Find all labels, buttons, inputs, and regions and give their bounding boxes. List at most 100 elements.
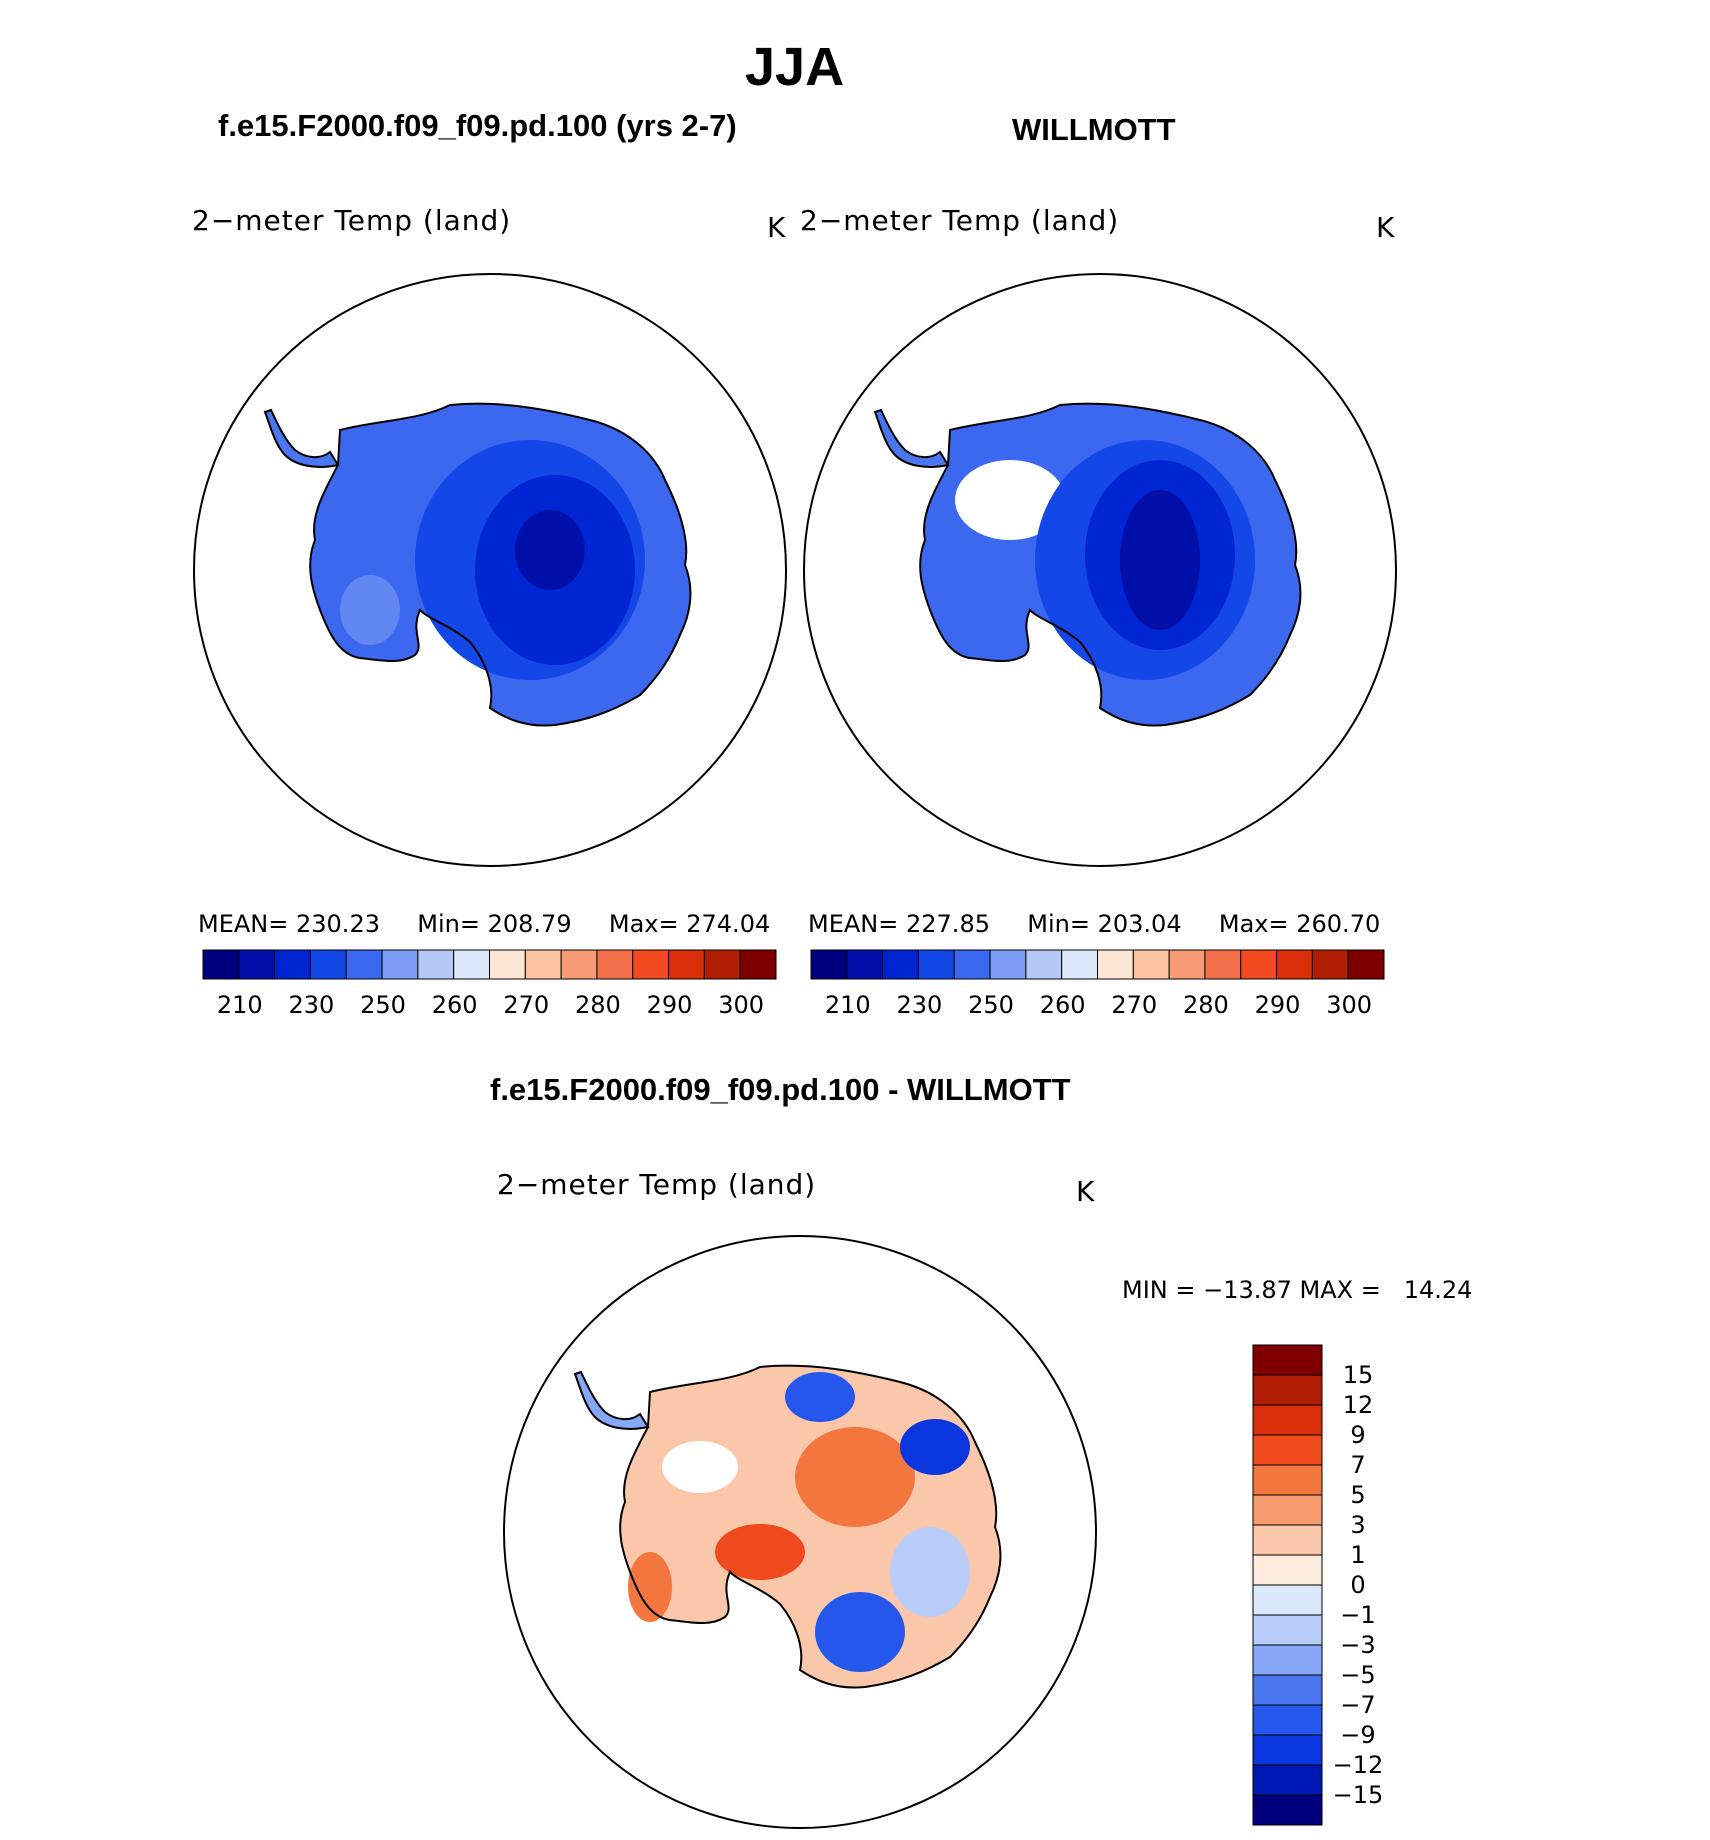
model-colorbar-swatch [524, 949, 562, 980]
model-colorbar-tick-label: 230 [288, 991, 335, 1019]
diff-variable-title: 2−meter Temp (land) [497, 1168, 817, 1201]
obs-colorbar-tick-label: 270 [1111, 991, 1158, 1019]
diff-colorbar-swatch [1252, 1584, 1323, 1616]
obs-colorbar-tick-label: 290 [1254, 991, 1301, 1019]
obs-colorbar-swatch [1276, 949, 1313, 980]
season-title: JJA [745, 37, 845, 97]
obs-colorbar-swatch [810, 949, 848, 980]
model-colorbar-swatch [417, 949, 455, 980]
diff-colorbar-tick-label: 12 [1342, 1391, 1374, 1419]
diff-colorbar-swatch [1252, 1464, 1323, 1496]
obs-colorbar-swatch [846, 949, 884, 980]
model-colorbar-swatch [238, 949, 276, 980]
diff-colorbar-swatch [1252, 1404, 1323, 1436]
obs-colorbar-tick-label: 210 [824, 991, 871, 1019]
model-colorbar-tick-label: 290 [646, 991, 693, 1019]
model-mean-label: MEAN= [198, 910, 289, 938]
diff-colorbar-tick-label: 0 [1350, 1571, 1366, 1599]
obs-mean-label: MEAN= [808, 910, 899, 938]
diff-warm-coast [715, 1524, 805, 1580]
obs-units-label: K [1376, 211, 1395, 244]
obs-variable-title: 2−meter Temp (land) [800, 204, 1120, 237]
obs-max-label: Max= [1218, 910, 1289, 938]
obs-interior-coldest [1120, 490, 1200, 630]
obs-colorbar-tick-label: 250 [968, 991, 1014, 1019]
diff-colorbar-tick-label: −5 [1340, 1661, 1376, 1689]
obs-colorbar-swatch [917, 949, 955, 980]
obs-colorbar [810, 949, 1385, 980]
model-map [193, 273, 787, 867]
diff-colorbar-swatch [1252, 1734, 1323, 1766]
obs-colorbar-swatch [953, 949, 991, 980]
model-colorbar-tick-label: 270 [503, 991, 550, 1019]
model-min-label: Min= [417, 910, 480, 938]
obs-max-value: 260.70 [1296, 910, 1381, 938]
diff-colorbar-tick-label: −12 [1332, 1751, 1384, 1779]
obs-ice-shelf-gap [955, 460, 1065, 540]
diff-colorbar-swatch [1252, 1554, 1323, 1586]
model-min-value: 208.79 [487, 910, 572, 938]
diff-cold-east [900, 1419, 970, 1475]
diff-colorbar-swatch [1252, 1344, 1323, 1376]
obs-colorbar-swatch [1097, 949, 1134, 980]
diff-colorbar-swatch [1252, 1434, 1323, 1466]
model-colorbar-tick-label: 210 [216, 991, 263, 1019]
diff-units-label: K [1076, 1175, 1095, 1208]
obs-min-value: 203.04 [1097, 910, 1182, 938]
model-stats: MEAN= 230.23 Min= 208.79 Max= 274.04 [198, 910, 770, 938]
diff-colorbar-tick-label: −3 [1340, 1631, 1376, 1659]
obs-colorbar-swatch [1311, 949, 1349, 980]
diff-colorbar-swatch [1252, 1614, 1323, 1646]
model-colorbar-tick-label: 250 [360, 991, 406, 1019]
obs-colorbar-swatch [1025, 949, 1063, 980]
obs-colorbar-swatch [1240, 949, 1278, 980]
obs-colorbar-swatch [1132, 949, 1170, 980]
obs-colorbar-tick-label: 260 [1039, 991, 1086, 1019]
obs-case-title: WILLMOTT [1012, 112, 1176, 147]
obs-colorbar-swatch [989, 949, 1027, 980]
obs-mean-value: 227.85 [906, 910, 990, 938]
model-variable-title: 2−meter Temp (land) [192, 204, 512, 237]
diff-colorbar-swatch [1252, 1374, 1323, 1406]
diff-cold-north [785, 1372, 855, 1422]
model-colorbar-tick-label: 260 [431, 991, 478, 1019]
diff-colorbar-swatch [1252, 1494, 1323, 1526]
diff-minmax-text: MIN = −13.87 MAX = 14.24 [1122, 1276, 1473, 1304]
diff-colorbar-swatch [1252, 1794, 1323, 1826]
model-interior-coldest [515, 510, 585, 590]
model-colorbar-swatch [381, 949, 419, 980]
diff-colorbar-tick-label: −15 [1332, 1781, 1384, 1809]
diff-colorbar-tick-label: 3 [1350, 1511, 1366, 1539]
model-colorbar-tick-label: 300 [718, 991, 764, 1019]
model-colorbar-swatch [668, 949, 705, 980]
diff-shelf-gap [662, 1441, 738, 1493]
diff-colorbar-swatch [1252, 1704, 1323, 1736]
model-colorbar-swatch [739, 949, 777, 980]
obs-stats: MEAN= 227.85 Min= 203.04 Max= 260.70 [808, 910, 1380, 938]
diff-cold-south [815, 1592, 905, 1672]
model-units-label: K [767, 211, 786, 244]
obs-colorbar-tick-label: 230 [896, 991, 943, 1019]
diff-neutral-southeast [890, 1527, 970, 1617]
model-colorbar-swatch [274, 949, 311, 980]
obs-colorbar-swatch [882, 949, 919, 980]
model-mean-value: 230.23 [296, 910, 380, 938]
obs-min-label: Min= [1027, 910, 1090, 938]
model-max-value: 274.04 [686, 910, 771, 938]
diff-colorbar-swatch [1252, 1674, 1323, 1706]
model-colorbar-swatch [703, 949, 741, 980]
diff-colorbar-swatch [1252, 1644, 1323, 1676]
diff-colorbar-tick-label: −1 [1340, 1601, 1376, 1629]
model-colorbar-swatch [632, 949, 670, 980]
diff-colorbar-tick-label: −9 [1340, 1721, 1376, 1749]
diff-colorbar-tick-label: 5 [1350, 1481, 1366, 1509]
model-colorbar-tick-label: 280 [574, 991, 621, 1019]
model-colorbar-swatch [453, 949, 490, 980]
model-colorbar-swatch [560, 949, 598, 980]
diff-colorbar-swatch [1252, 1524, 1323, 1556]
diff-colorbar-swatch [1252, 1764, 1323, 1796]
diff-colorbar-tick-label: 9 [1350, 1421, 1366, 1449]
obs-colorbar-swatch [1061, 949, 1098, 980]
model-colorbar-swatch [202, 949, 240, 980]
obs-colorbar-swatch [1168, 949, 1206, 980]
